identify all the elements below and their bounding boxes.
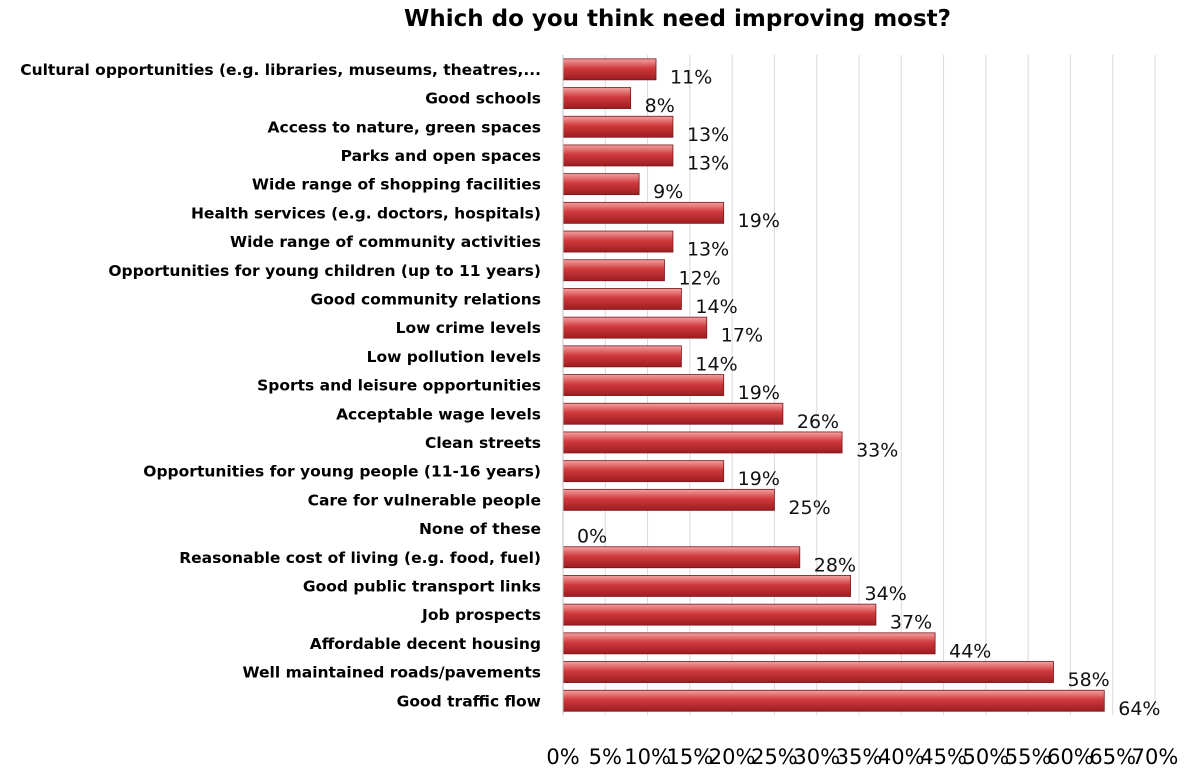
bar [562,460,725,483]
bar [562,144,674,167]
category-label: Access to nature, green spaces [268,118,541,136]
bar [562,316,708,339]
category-label: Low crime levels [396,319,541,337]
x-tick-label: 50% [963,745,1010,769]
bar [562,230,674,253]
bar [562,259,665,282]
bar [562,488,775,511]
data-label: 13% [687,124,729,146]
bar [562,345,682,368]
x-tick-label: 45% [920,745,967,769]
data-label: 17% [721,325,763,347]
category-label: Low pollution levels [367,348,541,366]
category-label: Reasonable cost of living (e.g. food, fu… [179,549,541,567]
category-label: Care for vulnerable people [308,491,541,509]
bar [562,546,801,569]
data-label: 26% [797,411,839,433]
data-label: 13% [687,152,729,174]
bar [562,288,682,310]
data-label: 44% [949,640,991,662]
category-label: Opportunities for young children (up to … [108,262,541,280]
bar [562,374,725,396]
bar [562,661,1054,683]
category-label: Health services (e.g. doctors, hospitals… [191,204,541,222]
data-label: 19% [738,468,780,490]
bar [562,603,877,626]
category-label: Job prospects [421,606,541,624]
data-label: 9% [653,181,683,203]
data-label: 33% [856,439,898,461]
data-label: 14% [695,296,737,318]
category-label: None of these [419,520,541,538]
x-tick-label: 20% [709,745,756,769]
category-label: Good traffic flow [397,692,541,710]
data-labels: 11%8%13%13%9%19%13%12%14%17%14%19%26%33%… [577,66,1160,719]
chart-title: Which do you think need improving most? [403,6,952,32]
x-tick-label: 5% [589,745,622,769]
x-tick-label: 0% [546,745,579,769]
data-label: 8% [645,95,675,117]
category-label: Good public transport links [303,577,541,595]
category-label: Affordable decent housing [310,635,541,653]
bar [562,87,632,109]
data-label: 58% [1068,669,1110,691]
x-tick-label: 70% [1132,745,1179,769]
data-label: 0% [577,526,607,548]
x-tick-label: 25% [751,745,798,769]
category-label: Parks and open spaces [341,147,541,165]
x-tick-labels: 0% 5% 10%15%20%25%30%35%40%45%50%55%60%65%… [546,745,1178,769]
data-label: 28% [814,554,856,576]
bar [562,689,1105,712]
x-tick-label: 35% [836,745,883,769]
x-tick-label: 30% [793,745,840,769]
bar [562,431,843,454]
category-label: Wide range of community activities [230,233,541,251]
x-tick-label: 55% [1005,745,1052,769]
category-label: Good schools [425,90,541,108]
data-label: 13% [687,239,729,261]
data-label: 34% [865,583,907,605]
data-label: 19% [738,382,780,404]
category-label: Sports and leisure opportunities [257,377,541,395]
data-label: 11% [670,66,712,88]
bar [562,575,851,597]
bar [562,201,725,224]
category-label: Good community relations [310,290,541,308]
bar [562,173,640,196]
x-tick-label: 40% [878,745,925,769]
bar [562,115,674,138]
data-label: 14% [695,353,737,375]
category-label: Well maintained roads/pavements [243,664,542,682]
x-tick-label: 60% [1047,745,1094,769]
category-label: Acceptable wage levels [336,405,541,423]
data-label: 37% [890,612,932,634]
data-label: 25% [788,497,830,519]
category-label: Wide range of shopping facilities [252,176,541,194]
category-labels: Cultural opportunities (e.g. libraries, … [20,61,541,710]
data-label: 19% [738,210,780,232]
bar [562,632,936,655]
bar [562,58,657,81]
bars [562,58,1105,712]
x-tick-label: 10% [624,745,671,769]
category-label: Opportunities for young people (11-16 ye… [143,463,541,481]
category-label: Clean streets [425,434,541,452]
category-label: Cultural opportunities (e.g. libraries, … [20,61,541,79]
x-tick-label: 15% [667,745,714,769]
bar [562,402,784,425]
data-label: 12% [678,267,720,289]
x-tick-label: 65% [1089,745,1136,769]
data-label: 64% [1118,698,1160,720]
